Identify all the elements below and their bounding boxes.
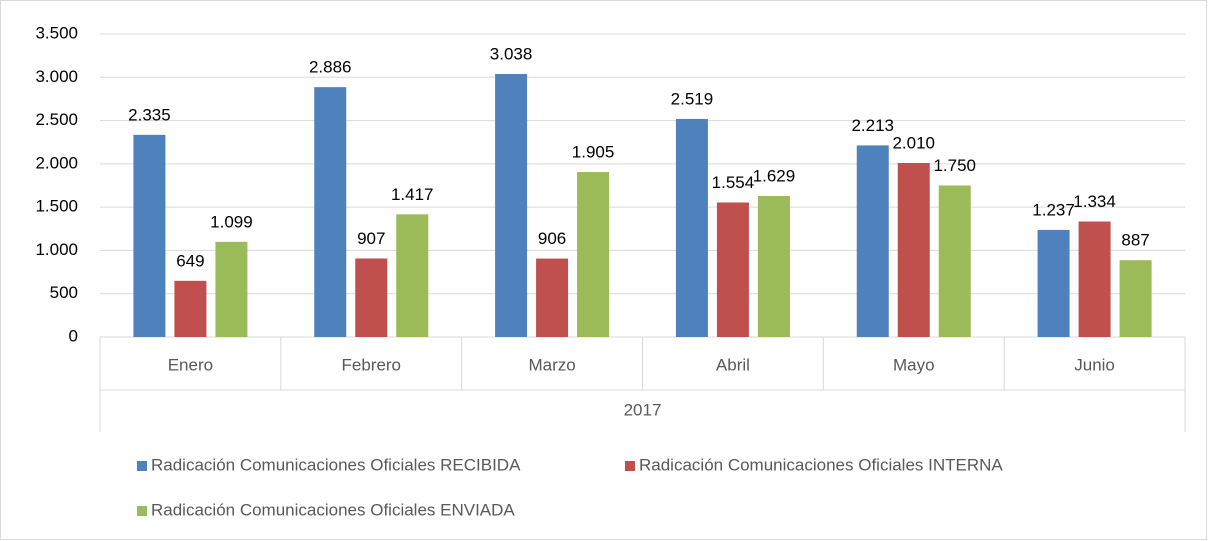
y-tick-label: 1.500 (35, 197, 78, 216)
y-tick-label: 0 (69, 326, 78, 345)
data-label: 1.237 (1032, 200, 1075, 219)
data-label: 1.629 (753, 166, 796, 185)
data-label: 1.750 (933, 156, 976, 175)
data-label: 2.213 (851, 116, 894, 135)
bar (1037, 229, 1070, 337)
x-tick-label: Febrero (341, 355, 401, 374)
legend-label: Radicación Comunicaciones Oficiales ENVI… (151, 500, 515, 519)
data-label: 2.335 (128, 105, 171, 124)
y-tick-label: 500 (50, 283, 78, 302)
data-label: 907 (357, 229, 385, 248)
bar (396, 214, 429, 337)
bar (174, 280, 207, 337)
bar (1119, 260, 1152, 337)
data-label: 3.038 (490, 44, 533, 63)
data-label: 1.334 (1073, 192, 1116, 211)
legend-label: Radicación Comunicaciones Oficiales INTE… (639, 455, 1003, 474)
x-tick-label: Enero (168, 355, 213, 374)
x-tick-label: Abril (716, 355, 750, 374)
y-tick-label: 2.000 (35, 153, 78, 172)
bar (856, 145, 889, 337)
bar (675, 118, 708, 337)
x-tick-label: Mayo (893, 355, 935, 374)
legend-swatch (137, 506, 147, 516)
data-label: 1.905 (572, 143, 615, 162)
bar (314, 87, 347, 338)
y-tick-label: 1.000 (35, 240, 78, 259)
data-label: 2.010 (892, 133, 935, 152)
bar (938, 185, 971, 337)
x-tick-label: Marzo (528, 355, 575, 374)
bar (716, 202, 749, 337)
y-tick-label: 2.500 (35, 110, 78, 129)
data-label: 887 (1121, 231, 1149, 250)
bar (133, 134, 166, 337)
data-label: 906 (538, 229, 566, 248)
x-group-label: 2017 (624, 400, 662, 419)
data-label: 2.886 (309, 58, 352, 77)
y-tick-label: 3.000 (35, 67, 78, 86)
bar (355, 258, 388, 337)
data-label: 1.554 (712, 173, 755, 192)
data-label: 1.099 (210, 212, 253, 231)
bar (215, 241, 248, 337)
legend-swatch (625, 461, 635, 471)
data-label: 1.417 (391, 185, 434, 204)
bar (536, 258, 569, 337)
x-tick-label: Junio (1074, 355, 1115, 374)
bar (495, 73, 528, 337)
legend-swatch (137, 461, 147, 471)
data-label: 2.519 (671, 89, 714, 108)
bar (897, 162, 930, 337)
data-label: 649 (176, 251, 204, 270)
y-tick-label: 3.500 (35, 23, 78, 42)
bar (757, 195, 790, 337)
legend-label: Radicación Comunicaciones Oficiales RECI… (151, 455, 521, 474)
bar (577, 172, 610, 337)
bar (1078, 221, 1111, 337)
